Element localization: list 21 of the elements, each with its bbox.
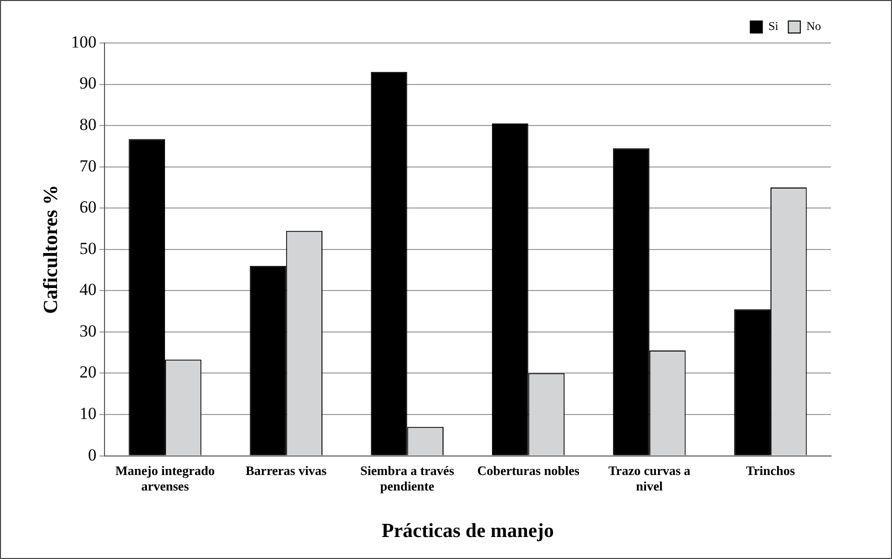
x-tick-label: Trazo curvas a nivel	[608, 462, 691, 494]
y-tick-label: 70	[80, 156, 96, 176]
y-tick-label: 30	[80, 321, 96, 340]
x-tick-label: Coberturas nobles	[477, 462, 580, 478]
y-tick-label: 10	[80, 404, 96, 423]
y-tick-label: 0	[88, 445, 96, 464]
y-tick-label: 80	[80, 115, 96, 134]
y-axis-title: Caficultores %	[40, 184, 62, 314]
x-axis-title: Prácticas de manejo	[382, 520, 554, 542]
x-tick-label: Trinchos	[746, 462, 795, 478]
y-tick-label: 20	[80, 362, 96, 382]
y-tick-label: 90	[80, 74, 96, 93]
x-tick-label: Barreras vivas	[246, 462, 327, 478]
legend-label: No	[806, 19, 822, 34]
legend-label: Si	[768, 19, 779, 34]
y-tick-label: 50	[80, 238, 96, 258]
x-tick-label: Siembra a través pendiente	[360, 462, 454, 494]
y-tick-label: 40	[80, 280, 96, 300]
y-tick-label: 100	[71, 32, 96, 52]
y-tick-label: 60	[80, 198, 96, 217]
x-tick-label: Manejo integrado arvenses	[115, 462, 215, 494]
